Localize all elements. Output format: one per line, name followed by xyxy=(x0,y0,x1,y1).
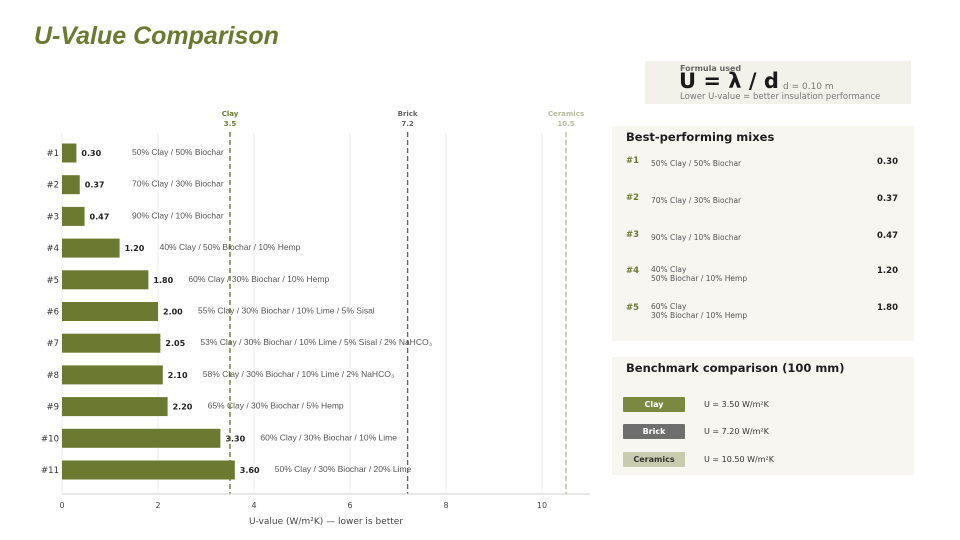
category-label: #10 xyxy=(41,434,59,444)
data-label: 3.30 xyxy=(225,434,245,443)
category-label: #6 xyxy=(46,308,59,318)
formula-label: Formula used xyxy=(680,64,742,73)
tick-label: 0 xyxy=(59,501,64,510)
data-label: 0.30 xyxy=(81,149,101,158)
formula-main: U = λ / d xyxy=(679,69,779,93)
best-rank: #3 xyxy=(626,230,640,240)
bar xyxy=(62,460,235,480)
data-label: 2.10 xyxy=(168,371,188,380)
benchmark-value: U = 7.20 W/m²K xyxy=(704,427,769,436)
data-label: 1.80 xyxy=(153,276,173,285)
tick-label: 10 xyxy=(537,501,547,510)
data-label: 0.47 xyxy=(90,212,110,221)
bar xyxy=(62,333,161,353)
benchmark-value: U = 10.50 W/m²K xyxy=(704,455,774,464)
formula-thickness: d = 0.10 m xyxy=(783,82,834,92)
best-u-value: 0.37 xyxy=(877,194,898,204)
bar xyxy=(62,428,221,448)
benchmark-pill-clay: Clay xyxy=(623,397,685,412)
mix-label: 60% Clay / 30% Biochar / 10% Hemp xyxy=(188,274,329,284)
best-mix: 50% Clay / 50% Biochar xyxy=(651,159,742,168)
mix-label: 55% Clay / 30% Biochar / 10% Lime / 5% S… xyxy=(198,306,375,316)
category-label: #1 xyxy=(46,149,59,159)
best-rank: #5 xyxy=(626,303,640,313)
best-mix: 40% Clay 50% Biochar / 10% Hemp xyxy=(651,265,748,283)
best-u-value: 1.80 xyxy=(877,303,898,313)
mix-label: 60% Clay / 30% Biochar / 10% Lime xyxy=(260,432,397,442)
best-mix: 90% Clay / 10% Biochar xyxy=(651,233,742,242)
category-label: #2 xyxy=(46,181,59,191)
mix-label: 65% Clay / 30% Biochar / 5% Hemp xyxy=(208,401,344,411)
category-label: #5 xyxy=(46,276,59,286)
bar xyxy=(62,397,168,417)
bar xyxy=(62,143,77,163)
reference-value: 3.5 xyxy=(224,120,237,128)
benchmark-panel: Benchmark comparison (100 mm) Clay U = 3… xyxy=(612,357,914,475)
benchmark-pill-ceramics: Ceramics xyxy=(623,452,685,467)
data-label: 2.00 xyxy=(163,308,183,317)
bar xyxy=(62,365,163,385)
best-mixes-panel: Best-performing mixes #1 50% Clay / 50% … xyxy=(612,126,914,341)
category-label: #11 xyxy=(41,466,59,476)
best-rank: #2 xyxy=(626,193,640,203)
best-rank: #1 xyxy=(626,156,640,166)
best-u-value: 0.30 xyxy=(877,157,898,167)
tick-label: 2 xyxy=(155,501,160,510)
reference-name: Ceramics xyxy=(548,110,584,118)
reference-name: Brick xyxy=(398,110,418,118)
mix-label: 50% Clay / 30% Biochar / 20% Lime xyxy=(275,464,412,474)
best-rank: #4 xyxy=(626,266,640,276)
reference-name: Clay xyxy=(222,110,239,118)
benchmark-pill-brick: Brick xyxy=(623,424,685,439)
data-label: 2.20 xyxy=(173,403,193,412)
category-label: #3 xyxy=(46,212,59,222)
benchmark-value: U = 3.50 W/m²K xyxy=(704,400,769,409)
data-label: 0.37 xyxy=(85,181,105,190)
benchmark-title: Benchmark comparison (100 mm) xyxy=(626,361,845,375)
best-u-value: 1.20 xyxy=(877,266,898,276)
tick-label: 6 xyxy=(347,501,352,510)
best-mix: 70% Clay / 30% Biochar xyxy=(651,196,742,205)
best-u-value: 0.47 xyxy=(877,231,898,241)
data-label: 2.05 xyxy=(165,339,185,348)
category-label: #9 xyxy=(46,403,59,413)
mix-label: 58% Clay / 30% Biochar / 10% Lime / 2% N… xyxy=(203,369,394,379)
category-label: #4 xyxy=(46,244,59,254)
bar xyxy=(62,302,158,321)
best-mix: 60% Clay 30% Biochar / 10% Hemp xyxy=(651,302,748,320)
bar xyxy=(62,238,120,258)
tick-label: 8 xyxy=(443,501,448,510)
reference-value: 10.5 xyxy=(557,120,574,128)
x-axis-label: U-value (W/m²K) — lower is better xyxy=(249,517,403,527)
bar xyxy=(62,270,149,290)
data-label: 3.60 xyxy=(240,466,260,475)
reference-value: 7.2 xyxy=(401,120,414,128)
bar xyxy=(62,206,85,226)
mix-label: 53% Clay / 30% Biochar / 10% Lime / 5% S… xyxy=(200,337,432,347)
mix-label: 90% Clay / 10% Biochar xyxy=(132,210,224,220)
data-label: 1.20 xyxy=(125,244,145,253)
mix-label: 70% Clay / 30% Biochar xyxy=(132,179,224,189)
bar xyxy=(62,175,80,195)
tick-label: 4 xyxy=(251,501,256,510)
page-title: U-Value Comparison xyxy=(34,22,279,50)
best-mixes-title: Best-performing mixes xyxy=(626,130,775,144)
formula-box: Formula used U = λ / d d = 0.10 m Lower … xyxy=(645,61,911,104)
category-label: #8 xyxy=(46,371,59,381)
formula-note: Lower U-value = better insulation perfor… xyxy=(680,92,881,102)
category-label: #7 xyxy=(46,339,59,349)
mix-label: 50% Clay / 50% Biochar xyxy=(132,147,224,157)
